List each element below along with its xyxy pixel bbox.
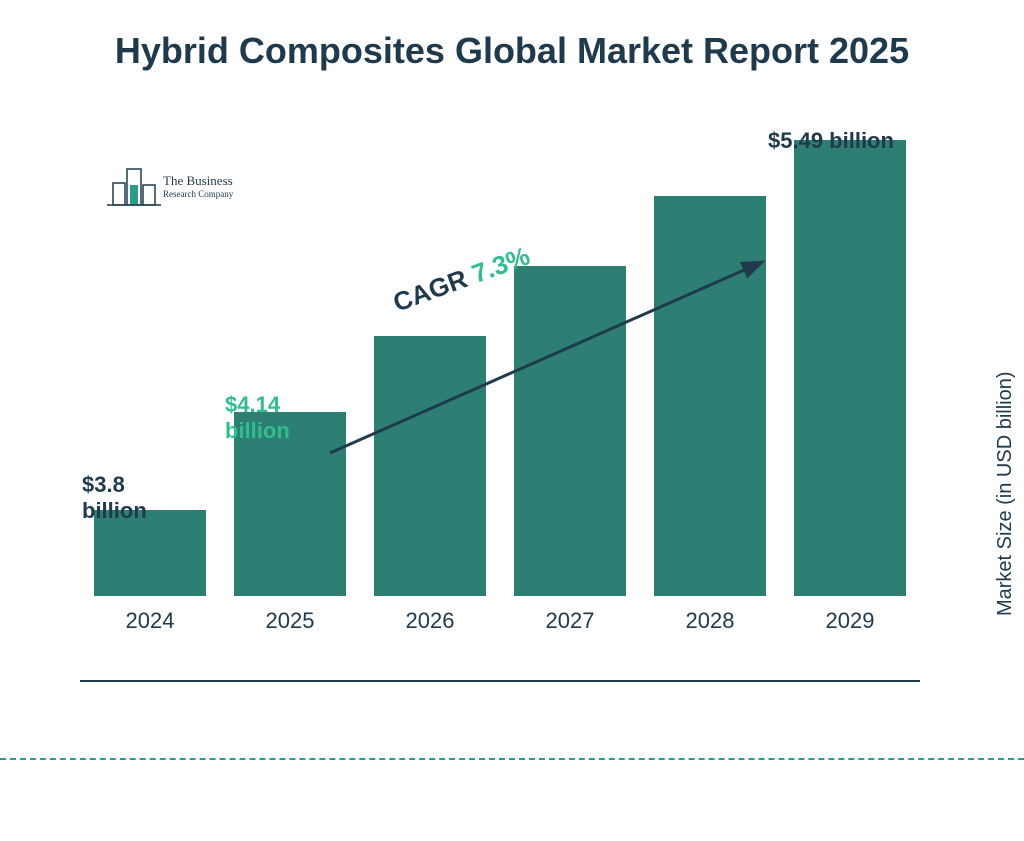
bottom-dashed-line [0, 758, 1024, 760]
bar [794, 140, 906, 596]
y-axis-label: Market Size (in USD billion) [995, 372, 1018, 617]
bar-group: 2025 [220, 412, 360, 634]
x-axis [80, 680, 920, 682]
bar-group: 2024 [80, 510, 220, 634]
bar [374, 336, 486, 596]
bars-container: 2024 2025 2026 2027 2028 2029 [80, 150, 920, 634]
chart-area: 2024 2025 2026 2027 2028 2029 [80, 150, 920, 680]
value-label: $5.49 billion [768, 128, 948, 154]
bar-group: 2028 [640, 196, 780, 634]
value-label: $4.14 billion [225, 392, 335, 445]
bar-group: 2029 [780, 140, 920, 634]
x-axis-label: 2028 [686, 608, 735, 634]
bar-group: 2027 [500, 266, 640, 634]
x-axis-label: 2026 [406, 608, 455, 634]
chart-title: Hybrid Composites Global Market Report 2… [0, 0, 1024, 73]
value-label: $3.8 billion [82, 472, 192, 525]
bar-group: 2026 [360, 336, 500, 634]
x-axis-label: 2025 [266, 608, 315, 634]
x-axis-label: 2027 [546, 608, 595, 634]
bar [654, 196, 766, 596]
x-axis-label: 2029 [826, 608, 875, 634]
bar [514, 266, 626, 596]
x-axis-label: 2024 [126, 608, 175, 634]
